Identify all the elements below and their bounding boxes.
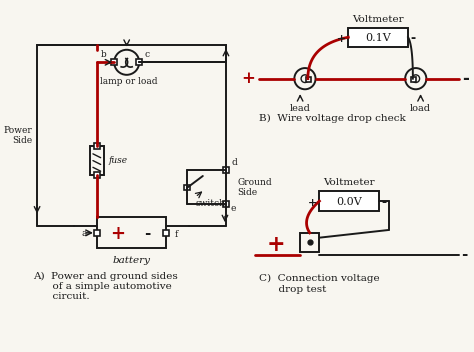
Bar xyxy=(411,77,416,82)
Text: fuse: fuse xyxy=(109,156,128,165)
Text: 0.1V: 0.1V xyxy=(365,33,391,43)
Text: -: - xyxy=(381,195,386,208)
Text: +: + xyxy=(308,196,318,208)
Text: B)  Wire voltage drop check: B) Wire voltage drop check xyxy=(259,114,405,124)
Text: battery: battery xyxy=(112,256,151,265)
Text: 0.0V: 0.0V xyxy=(337,197,362,207)
Bar xyxy=(223,167,229,173)
Text: Voltmeter: Voltmeter xyxy=(352,15,404,24)
Text: A)  Power and ground sides
      of a simple automotive
      circuit.: A) Power and ground sides of a simple au… xyxy=(33,271,178,301)
Text: -: - xyxy=(461,248,467,262)
Bar xyxy=(94,230,100,236)
Bar xyxy=(223,201,229,207)
Text: -: - xyxy=(462,70,469,87)
Text: lead: lead xyxy=(290,104,310,113)
Text: lamp or load: lamp or load xyxy=(100,77,157,86)
Text: load: load xyxy=(410,104,431,113)
Text: +: + xyxy=(241,70,255,87)
Text: +: + xyxy=(267,234,285,256)
Text: C)  Connection voltage
      drop test: C) Connection voltage drop test xyxy=(259,274,379,294)
Text: f: f xyxy=(175,230,178,239)
Bar xyxy=(94,143,100,149)
Bar xyxy=(111,59,117,65)
Bar xyxy=(184,185,190,190)
Text: +: + xyxy=(110,225,126,243)
Bar xyxy=(97,218,166,248)
Bar xyxy=(300,233,319,252)
Bar xyxy=(306,77,311,82)
Text: c: c xyxy=(145,50,150,59)
Bar xyxy=(94,172,100,178)
Text: +: + xyxy=(337,33,346,44)
Bar xyxy=(319,191,379,211)
Text: Voltmeter: Voltmeter xyxy=(323,178,375,187)
Bar xyxy=(137,59,142,65)
Text: -: - xyxy=(144,227,150,241)
Text: d: d xyxy=(232,158,237,167)
Text: switch: switch xyxy=(195,199,225,208)
Text: Ground
Side: Ground Side xyxy=(237,178,272,197)
Text: -: - xyxy=(410,32,415,45)
Text: a: a xyxy=(82,229,87,238)
Text: Power
Side: Power Side xyxy=(3,126,32,145)
Bar xyxy=(164,230,169,236)
Bar xyxy=(90,146,103,175)
Text: e: e xyxy=(231,204,236,213)
Text: b: b xyxy=(100,50,107,59)
Bar xyxy=(348,27,408,47)
